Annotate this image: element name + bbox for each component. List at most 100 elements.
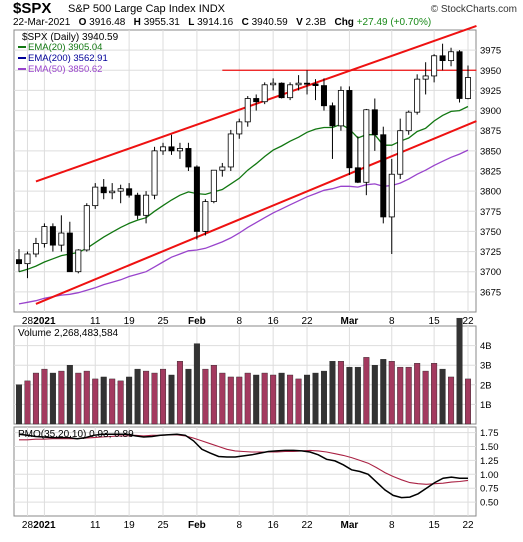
candle-body [58,232,65,246]
candle-body [202,201,209,232]
candle-body [227,133,234,168]
candle-body [405,111,412,132]
volume-bar [151,372,158,425]
candle-body [304,82,311,85]
volume-bar [227,376,234,425]
volume-bar [92,378,99,425]
volume-tick-label: 2B [480,380,492,391]
price-tick-label: 3925 [480,86,501,97]
candle-body [168,146,175,152]
price-tick-label: 3900 [480,106,501,117]
volume-bar [371,365,378,425]
candle-body [100,186,107,194]
symbol-description: S&P 500 Large Cap Index INDX [68,3,225,15]
change-value: +27.49 (+0.70%) [356,17,432,28]
volume-legend: Volume 2,268,483,584 [18,328,119,339]
x-axis-label: 8 [389,520,395,531]
candle-body [109,190,116,194]
candle-body [83,205,90,251]
candle-body [126,188,133,196]
x-axis-label: 19 [124,316,136,327]
volume-bar [202,368,209,425]
ema20-legend: EMA(20) 3905.04 [28,42,102,53]
volume-bar [176,361,183,425]
x-axis-label: 8 [389,316,395,327]
volume-bar [32,372,39,425]
x-axis-label: 8 [236,520,242,531]
candle-body [320,85,327,107]
x-axis-label: Mar [340,316,358,327]
pmo-line [18,433,468,499]
candle-body [439,55,446,62]
candle-body [371,109,378,136]
candle-body [337,90,344,127]
low-value: 3914.16 [197,17,234,28]
candle-body [244,98,251,123]
candle-body [456,51,463,99]
candle-body [312,83,319,86]
x-axis-label: 22 [301,316,313,327]
volume-bar [143,370,150,425]
symbol-name: S&P 500 Large Cap Index [68,3,196,15]
candle-body [210,169,217,203]
volume-tick-label: 1B [480,400,492,411]
candle-body [134,194,141,216]
price-tick-label: 3875 [480,126,501,137]
volume-bar [337,361,344,425]
quote-date: 22-Mar-2021 [13,17,71,28]
candle-body [41,226,48,244]
volume-bar [185,368,192,425]
x-axis-label: 28 [22,316,34,327]
volume-bar [41,368,48,425]
x-axis-label: 16 [268,520,280,531]
candle-body [24,253,31,265]
volume-bar [126,376,133,425]
open-value: 3916.48 [89,17,126,28]
candle-body [422,75,429,80]
candle-body [278,82,285,99]
ema200-legend: EMA(200) 3562.91 [28,53,108,64]
brand-watermark: © StockCharts.com [430,4,517,15]
volume-bar [346,366,353,425]
x-axis-label: 11 [90,520,101,531]
volume-bar [100,376,107,425]
volume-bar [117,380,124,425]
x-axis-label: 2021 [33,520,56,531]
volume-bar [354,366,361,425]
open-label: O [78,17,87,28]
x-axis-label: 28 [22,520,34,531]
candle-body [363,109,370,183]
volume-label: V [296,17,303,28]
x-axis-label: 22 [462,520,474,531]
candle-body [380,134,387,218]
volume-bar [49,372,56,425]
candle-body [176,148,183,152]
candle-body [261,84,268,103]
candle-body [270,82,277,86]
volume-bar [253,374,260,425]
candle-body [464,77,471,99]
price-tick-label: 3800 [480,187,501,198]
chart-header: $SPX S&P 500 Large Cap Index INDX © Stoc… [0,0,523,30]
candle-body [15,259,22,265]
candle-body [66,232,73,273]
candle-body [329,105,336,127]
x-axis-label: Feb [188,316,206,327]
candle-body [448,51,455,62]
volume-bar [388,361,395,425]
x-axis-label: 22 [301,520,313,531]
volume-bar [278,372,285,425]
ema20-line [18,105,469,273]
x-axis-label: 19 [124,520,136,531]
volume-bar [58,370,65,425]
pmo-tick-label: 0.75 [480,484,499,495]
volume-bar [465,378,472,425]
volume-bar [160,368,167,425]
volume-bar [83,370,90,425]
candle-body [143,194,150,216]
price-tick-label: 3775 [480,207,501,218]
candle-body [346,90,353,169]
volume-bar [405,366,412,425]
candle-body [219,166,226,171]
price-legend: $SPX (Daily) 3940.59 [22,32,119,43]
